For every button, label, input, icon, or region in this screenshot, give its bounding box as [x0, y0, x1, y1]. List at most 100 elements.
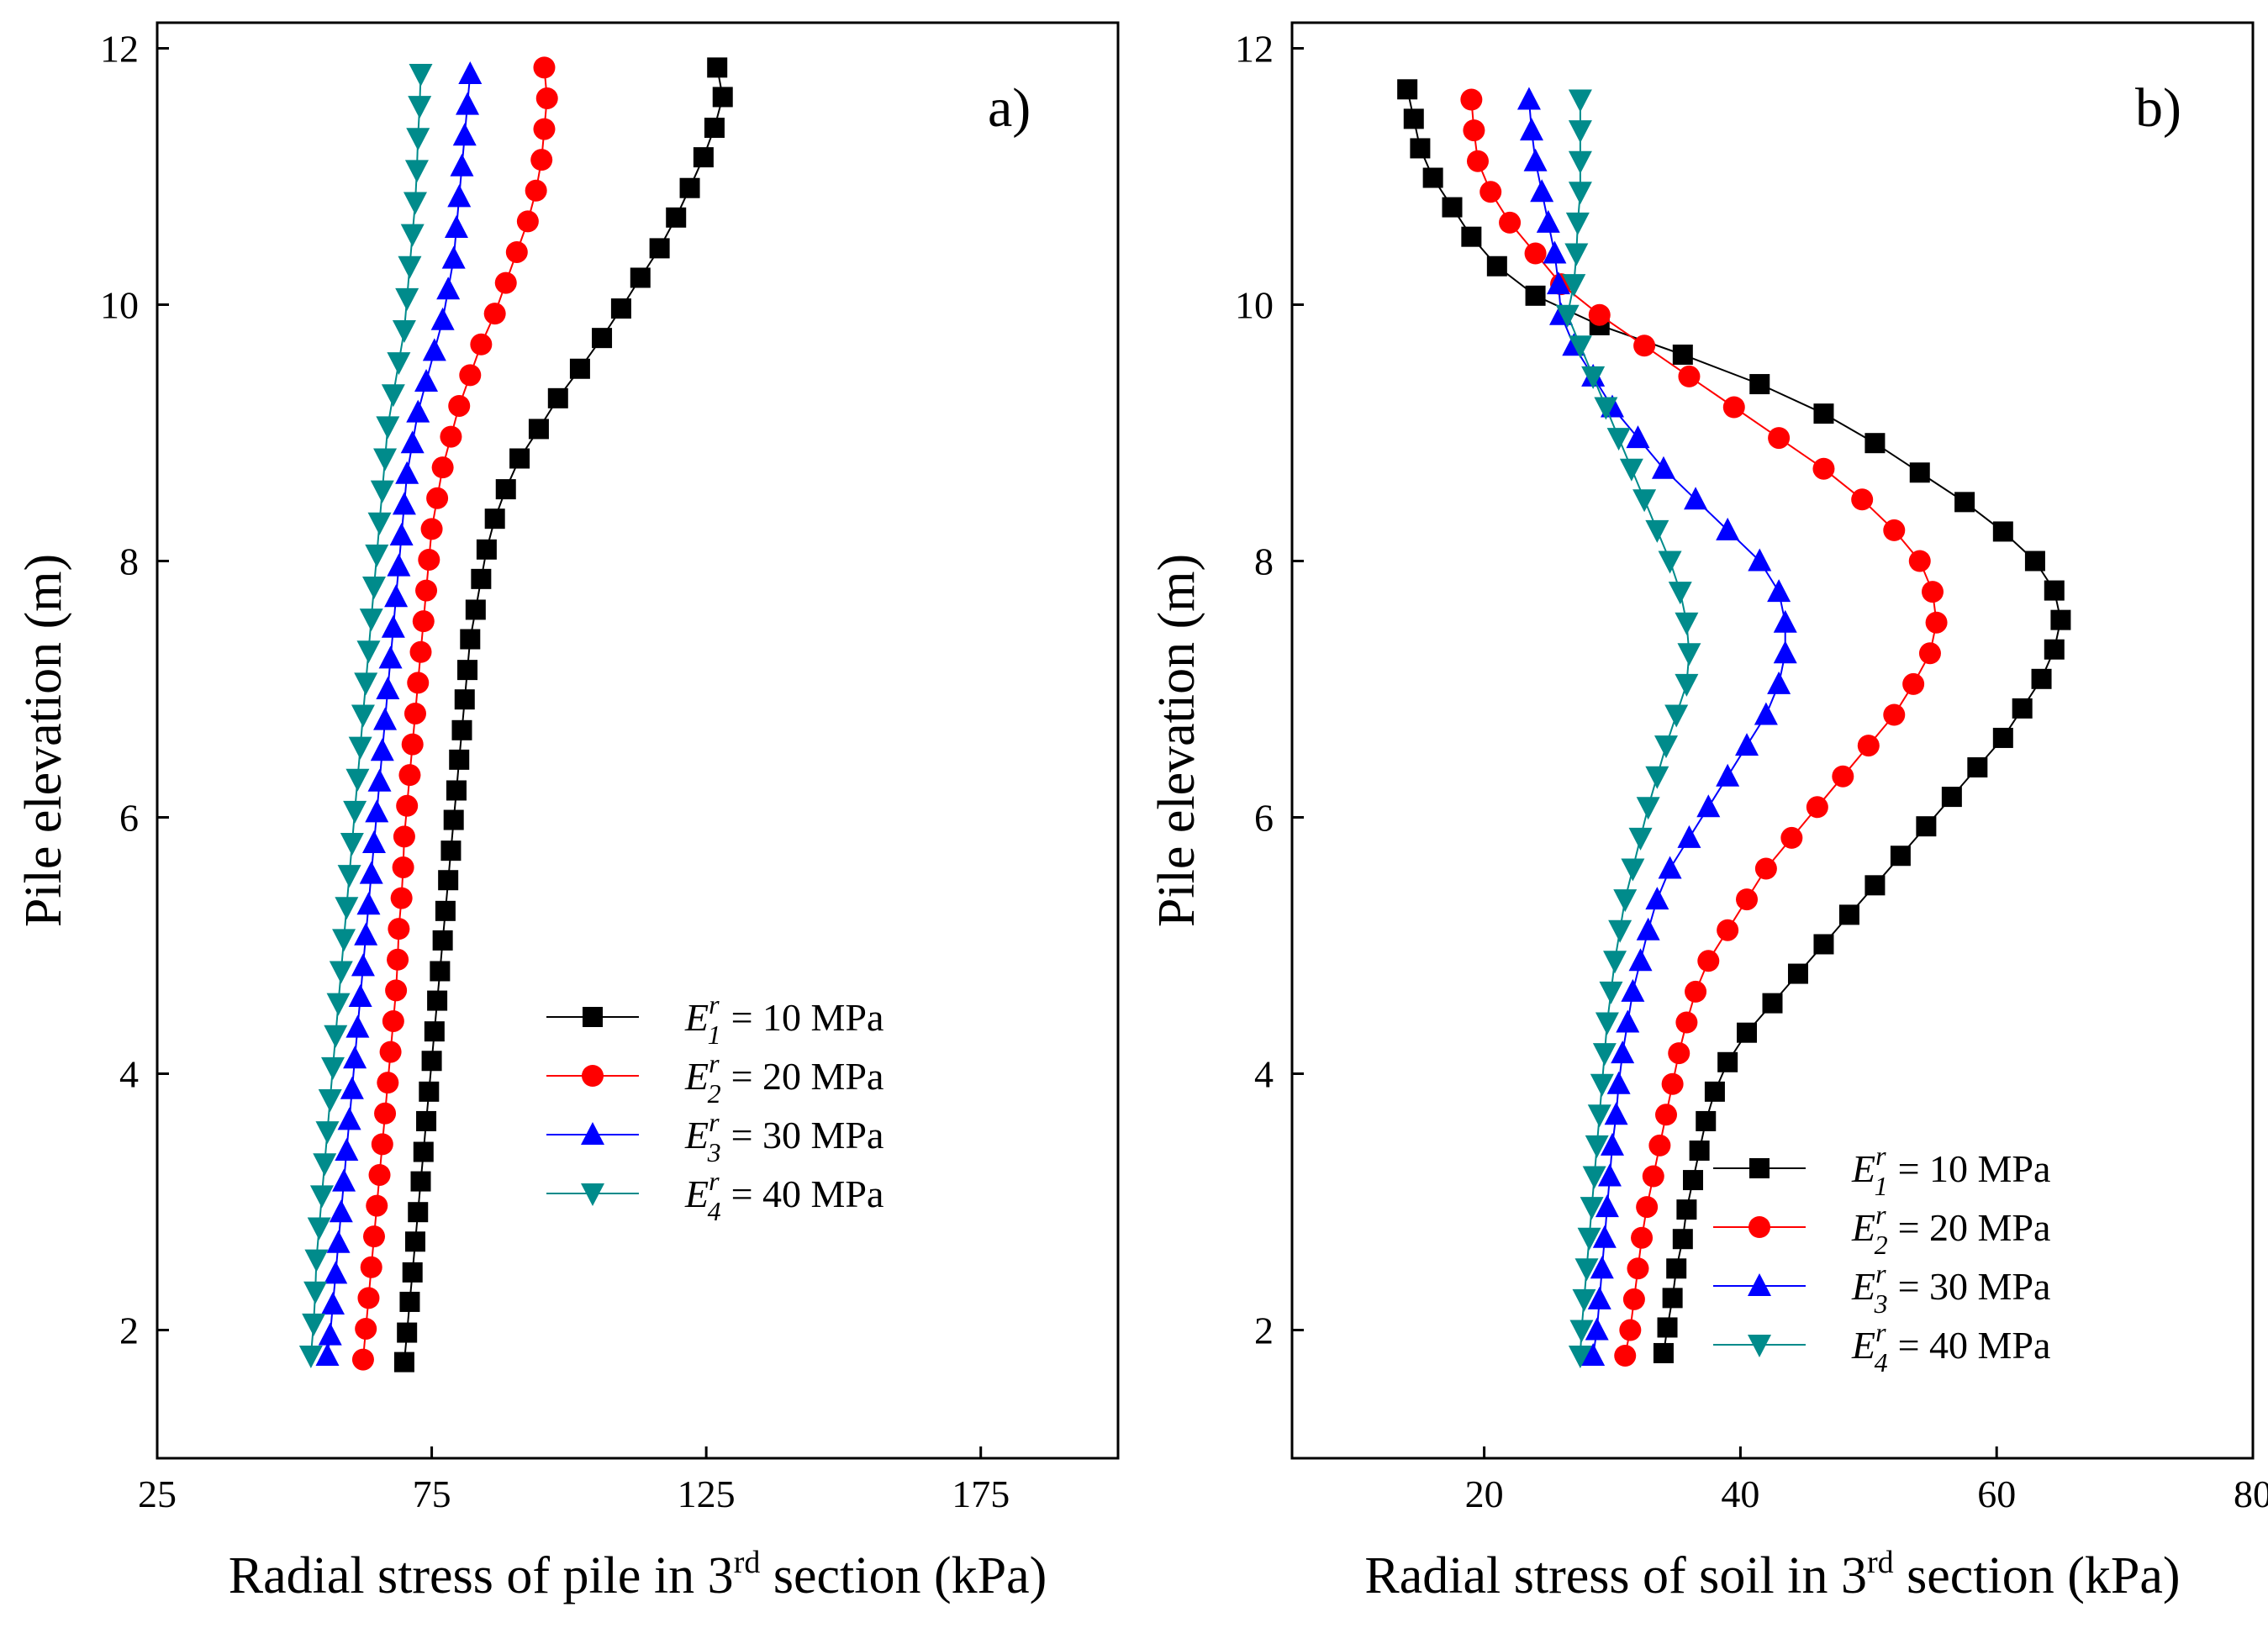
- data-point-series-3: [1767, 579, 1791, 603]
- legend-superscript: r: [709, 1166, 720, 1196]
- x-tick-label: 40: [1721, 1473, 1759, 1515]
- data-point-series-2: [440, 425, 462, 448]
- data-point-series-1: [630, 267, 651, 288]
- data-point-series-2: [393, 825, 415, 848]
- data-point-series-4: [409, 64, 433, 87]
- data-point-series-1: [1672, 344, 1693, 365]
- data-point-series-2: [459, 364, 482, 387]
- legend-marker: [581, 1183, 604, 1206]
- data-point-series-4: [1581, 366, 1606, 389]
- legend-superscript: r: [1875, 1199, 1886, 1230]
- legend-subscript: 1: [1875, 1171, 1888, 1201]
- data-point-series-3: [1696, 794, 1721, 818]
- data-point-series-2: [1466, 150, 1489, 172]
- data-point-series-2: [403, 702, 426, 724]
- legend-symbol: E: [1851, 1147, 1875, 1190]
- data-point-series-1: [424, 1021, 445, 1042]
- legend-symbol: E: [684, 1055, 709, 1098]
- data-point-series-3: [1604, 1102, 1628, 1125]
- data-point-series-1: [1762, 993, 1783, 1014]
- data-point-series-3: [354, 922, 378, 946]
- data-point-series-3: [1773, 640, 1797, 664]
- legend-superscript: r: [1875, 1141, 1886, 1171]
- data-point-series-1: [1737, 1022, 1758, 1043]
- data-point-series-4: [1582, 1166, 1606, 1189]
- data-point-series-2: [470, 333, 493, 356]
- data-point-series-4: [387, 352, 411, 376]
- data-point-series-3: [406, 399, 430, 423]
- data-point-series-3: [450, 153, 474, 176]
- data-point-series-3: [1530, 179, 1554, 203]
- data-point-series-2: [357, 1287, 380, 1309]
- data-point-series-1: [649, 238, 670, 259]
- data-point-series-2: [1685, 980, 1707, 1003]
- data-point-series-2: [1524, 242, 1547, 265]
- data-point-series-1: [2044, 580, 2065, 601]
- data-point-series-1: [451, 719, 472, 740]
- data-point-series-3: [1597, 1163, 1622, 1187]
- data-point-series-2: [1922, 581, 1944, 603]
- legend-superscript: r: [709, 989, 720, 1019]
- plot-frame: [156, 21, 1120, 1460]
- data-point-series-4: [356, 640, 381, 664]
- data-point-series-2: [1648, 1134, 1671, 1156]
- data-point-series-3: [1587, 1286, 1611, 1309]
- data-point-series-4: [351, 704, 375, 728]
- x-tick-label: 175: [952, 1473, 1010, 1515]
- data-point-series-4: [1569, 1320, 1594, 1343]
- data-point-series-2: [494, 271, 517, 294]
- data-point-series-4: [313, 1153, 337, 1177]
- legend-symbol: E: [1851, 1265, 1875, 1308]
- data-point-series-1: [1657, 1317, 1678, 1338]
- data-point-series-2: [1768, 427, 1791, 450]
- legend-symbol: E: [1851, 1206, 1875, 1249]
- data-point-series-2: [448, 394, 471, 417]
- data-point-series-3: [378, 645, 403, 669]
- data-point-series-4: [302, 1313, 326, 1336]
- y-tick-label: 8: [1254, 540, 1274, 583]
- data-point-series-1: [1967, 757, 1988, 778]
- data-point-series-3: [373, 707, 398, 730]
- data-point-series-1: [1666, 1258, 1687, 1279]
- y-tick-label: 4: [119, 1053, 139, 1096]
- y-tick-label: 2: [1254, 1309, 1274, 1352]
- data-point-series-4: [1574, 1258, 1599, 1282]
- data-point-series-4: [1568, 120, 1592, 144]
- data-point-series-4: [408, 96, 432, 119]
- data-point-series-1: [454, 689, 475, 710]
- legend-subscript: 1: [708, 1019, 721, 1050]
- legend-value: = 10 MPa: [1898, 1147, 2051, 1190]
- legend-entry-label: Er 1 = 10 MPa: [1851, 1141, 2050, 1201]
- data-point-series-2: [1697, 950, 1720, 972]
- data-point-series-1: [460, 629, 481, 650]
- data-point-series-2: [1857, 735, 1880, 757]
- data-point-series-4: [1568, 89, 1592, 113]
- data-point-series-1: [1941, 787, 1962, 808]
- data-point-series-1: [2031, 668, 2052, 689]
- data-point-series-4: [1658, 551, 1682, 574]
- data-point-series-4: [348, 736, 372, 760]
- data-point-series-3: [387, 553, 411, 577]
- data-point-series-2: [1668, 1042, 1690, 1065]
- data-point-series-1: [2012, 698, 2033, 719]
- data-point-series-2: [374, 1102, 397, 1125]
- data-point-series-2: [1631, 1226, 1654, 1249]
- data-point-series-2: [371, 1133, 393, 1156]
- data-point-series-1: [495, 479, 516, 500]
- data-point-series-2: [398, 764, 421, 787]
- data-point-series-4: [318, 1089, 342, 1112]
- data-point-series-3: [1735, 733, 1759, 756]
- data-point-series-3: [332, 1168, 356, 1192]
- data-point-series-1: [410, 1171, 431, 1192]
- data-point-series-4: [1603, 951, 1627, 974]
- data-point-series-3: [430, 307, 455, 330]
- data-point-series-1: [443, 809, 464, 830]
- data-point-series-1: [1422, 167, 1443, 188]
- data-point-series-4: [361, 577, 386, 599]
- data-point-series-4: [406, 128, 430, 151]
- data-point-series-3: [343, 1046, 367, 1069]
- legend-entry-label: Er 3 = 30 MPa: [1851, 1258, 2050, 1319]
- data-point-series-1: [1749, 374, 1770, 395]
